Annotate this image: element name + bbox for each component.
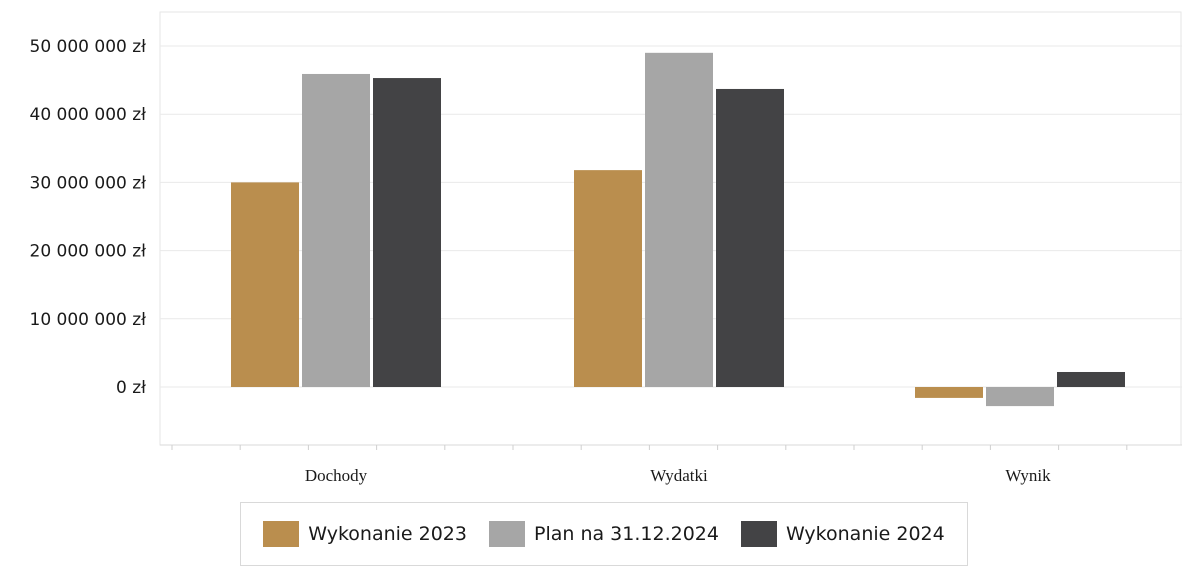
legend-label: Plan na 31.12.2024 — [534, 523, 719, 545]
x-axis — [160, 444, 1182, 450]
bar-wydatki-series-0 — [574, 170, 642, 387]
x-category-labels: Dochody Wydatki Wynik — [305, 466, 1051, 485]
bars — [231, 52, 1125, 407]
y-tick-label: 50 000 000 zł — [30, 37, 147, 57]
bar-chart: 50 000 000 zł 40 000 000 zł 30 000 000 zł 2… — [30, 11, 1182, 485]
bar-dochody-series-2 — [373, 78, 441, 387]
y-tick-label: 30 000 000 zł — [30, 173, 147, 193]
y-tick-label: 10 000 000 zł — [30, 310, 147, 330]
y-tick-label: 40 000 000 zł — [30, 105, 147, 125]
bar-wynik-series-1 — [986, 387, 1054, 407]
bar-wynik-series-2 — [1057, 371, 1125, 387]
bar-dochody-series-0 — [231, 182, 299, 387]
legend-label: Wykonanie 2023 — [308, 523, 467, 545]
y-tick-label: 20 000 000 zł — [30, 242, 147, 262]
legend-item-wykonanie-2023: Wykonanie 2023 — [263, 521, 467, 547]
legend-item-wykonanie-2024: Wykonanie 2024 — [740, 521, 945, 547]
bar-wydatki-series-1 — [645, 52, 713, 387]
bar-wydatki-series-2 — [716, 88, 784, 387]
y-tick-labels: 50 000 000 zł 40 000 000 zł 30 000 000 zł 2… — [30, 37, 147, 398]
x-category-label: Wydatki — [650, 466, 708, 485]
legend-item-plan-2024: Plan na 31.12.2024 — [489, 521, 719, 547]
legend-swatch — [740, 521, 777, 547]
legend-label: Wykonanie 2024 — [785, 523, 945, 545]
bar-wynik-series-0 — [915, 387, 983, 398]
bar-dochody-series-1 — [302, 73, 370, 387]
x-category-label: Wynik — [1005, 466, 1051, 485]
legend-swatch — [263, 521, 300, 547]
x-category-label: Dochody — [305, 466, 368, 485]
legend-swatch — [489, 521, 525, 547]
legend: Wykonanie 2023 Plan na 31.12.2024 Wykona… — [240, 502, 968, 566]
y-tick-label: 0 zł — [116, 378, 146, 398]
